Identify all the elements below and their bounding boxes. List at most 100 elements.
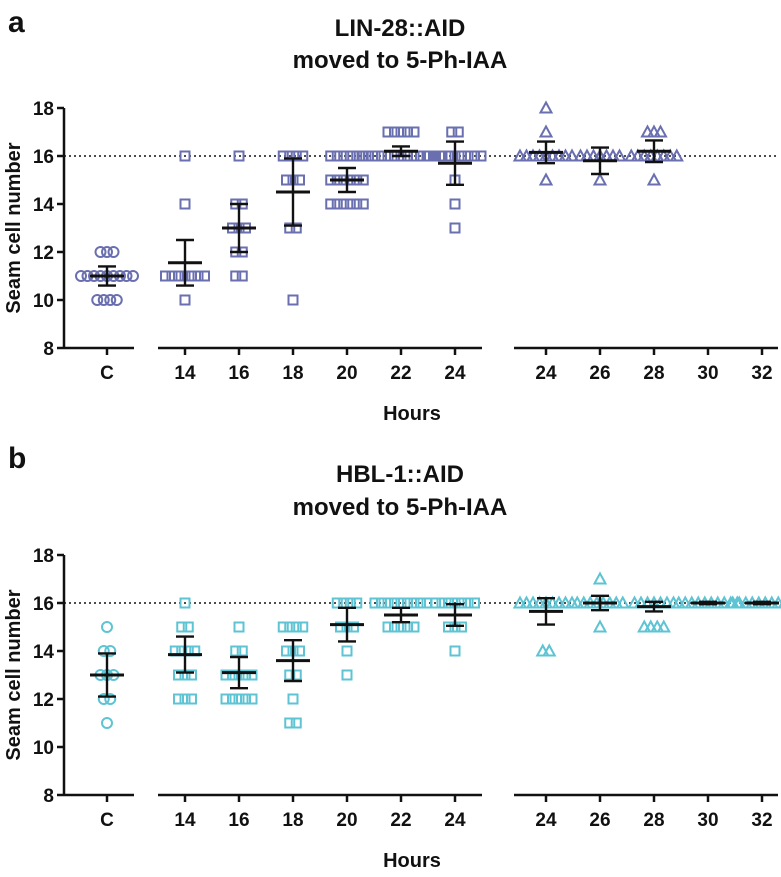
data-point <box>475 150 487 162</box>
data-point <box>284 222 296 234</box>
x-tick-label: 24 <box>535 363 557 384</box>
data-point <box>443 150 454 162</box>
data-point <box>233 150 245 162</box>
data-point <box>284 717 296 729</box>
data-point <box>462 150 474 162</box>
data-point <box>233 693 245 705</box>
chart-title-line-2: moved to 5-Ph-IAA <box>293 494 508 521</box>
data-point <box>240 669 251 681</box>
x-tick-label: C <box>100 363 114 384</box>
data-point <box>669 148 684 162</box>
data-point <box>564 148 580 162</box>
x-tick-label: 20 <box>336 363 357 384</box>
data-point <box>430 150 441 162</box>
data-point <box>284 150 296 162</box>
data-point <box>341 645 353 657</box>
data-point <box>110 294 123 306</box>
data-point <box>408 597 420 609</box>
x-tick-label: 24 <box>444 810 466 831</box>
panel-b: b HBL-1::AID moved to 5-Ph-IAA Seam cell… <box>3 442 781 872</box>
data-point <box>199 270 210 282</box>
x-tick-label: 24 <box>444 363 466 384</box>
data-point <box>179 693 191 705</box>
data-point <box>75 270 87 282</box>
x-tick-label: 22 <box>390 363 411 384</box>
data-point <box>538 100 554 114</box>
data-point <box>369 150 381 162</box>
data-point <box>469 597 480 609</box>
data-point <box>294 174 305 186</box>
data-point <box>656 619 671 633</box>
y-tick-label: 16 <box>33 147 54 168</box>
x-tick-label: 26 <box>589 810 610 831</box>
data-point <box>220 693 232 705</box>
data-point <box>236 270 248 282</box>
data-point <box>449 645 461 657</box>
data-point <box>230 270 242 282</box>
data-point <box>284 621 296 633</box>
data-point <box>592 619 608 633</box>
data-point <box>338 198 350 210</box>
data-point <box>297 621 309 633</box>
data-point <box>382 597 394 609</box>
data-point <box>173 270 184 282</box>
x-tick-label: 18 <box>282 363 303 384</box>
data-point <box>395 126 407 138</box>
panel-label: b <box>8 442 26 475</box>
plot-area: 8 10 12 14 16 18 C 14 16 18 20 22 24 24 26 28 30 32 <box>33 99 778 384</box>
data-point <box>179 198 191 210</box>
x-tick-label: 24 <box>535 810 557 831</box>
data-point <box>127 270 139 282</box>
data-point <box>186 693 197 705</box>
data-point <box>186 669 197 681</box>
data-point <box>290 621 302 633</box>
x-tick-label: 32 <box>751 363 772 384</box>
y-tick-label: 16 <box>33 594 54 615</box>
data-point <box>192 270 204 282</box>
y-axis-label: Seam cell number <box>3 589 25 760</box>
data-point <box>281 174 292 186</box>
x-tick-label: 14 <box>174 810 196 831</box>
data-point <box>290 222 302 234</box>
data-point <box>233 621 245 633</box>
data-point <box>344 150 356 162</box>
data-point <box>357 198 369 210</box>
data-point <box>236 645 248 657</box>
chart-title-line-2: moved to 5-Ph-IAA <box>293 47 508 74</box>
data-point <box>592 571 608 585</box>
data-point <box>97 294 110 306</box>
data-point <box>415 597 426 609</box>
data-point <box>101 717 113 729</box>
data-point <box>331 150 343 162</box>
data-point <box>325 198 337 210</box>
y-tick-label: 18 <box>33 99 54 120</box>
data-point <box>104 294 117 306</box>
data-point <box>97 693 110 705</box>
x-tick-label: 30 <box>697 810 718 831</box>
chart-title-line-1: LIN-28::AID <box>335 15 466 42</box>
data-point <box>97 645 110 657</box>
data-point <box>101 621 113 633</box>
data-point <box>436 150 448 162</box>
data-point <box>615 595 630 609</box>
data-point <box>369 597 381 609</box>
data-point <box>227 693 238 705</box>
data-point <box>376 597 387 609</box>
data-point <box>408 126 420 138</box>
data-point <box>173 669 184 681</box>
data-point <box>542 643 557 657</box>
x-tick-label: 16 <box>228 810 249 831</box>
data-point <box>338 150 350 162</box>
data-point <box>646 172 662 186</box>
data-point <box>376 150 387 162</box>
data-point <box>277 150 289 162</box>
data-point <box>449 222 461 234</box>
data-point <box>331 597 343 609</box>
data-point <box>344 198 356 210</box>
data-point <box>104 645 117 657</box>
data-point <box>389 621 400 633</box>
x-tick-label: 16 <box>228 363 249 384</box>
data-point <box>363 150 374 162</box>
data-point <box>469 150 480 162</box>
